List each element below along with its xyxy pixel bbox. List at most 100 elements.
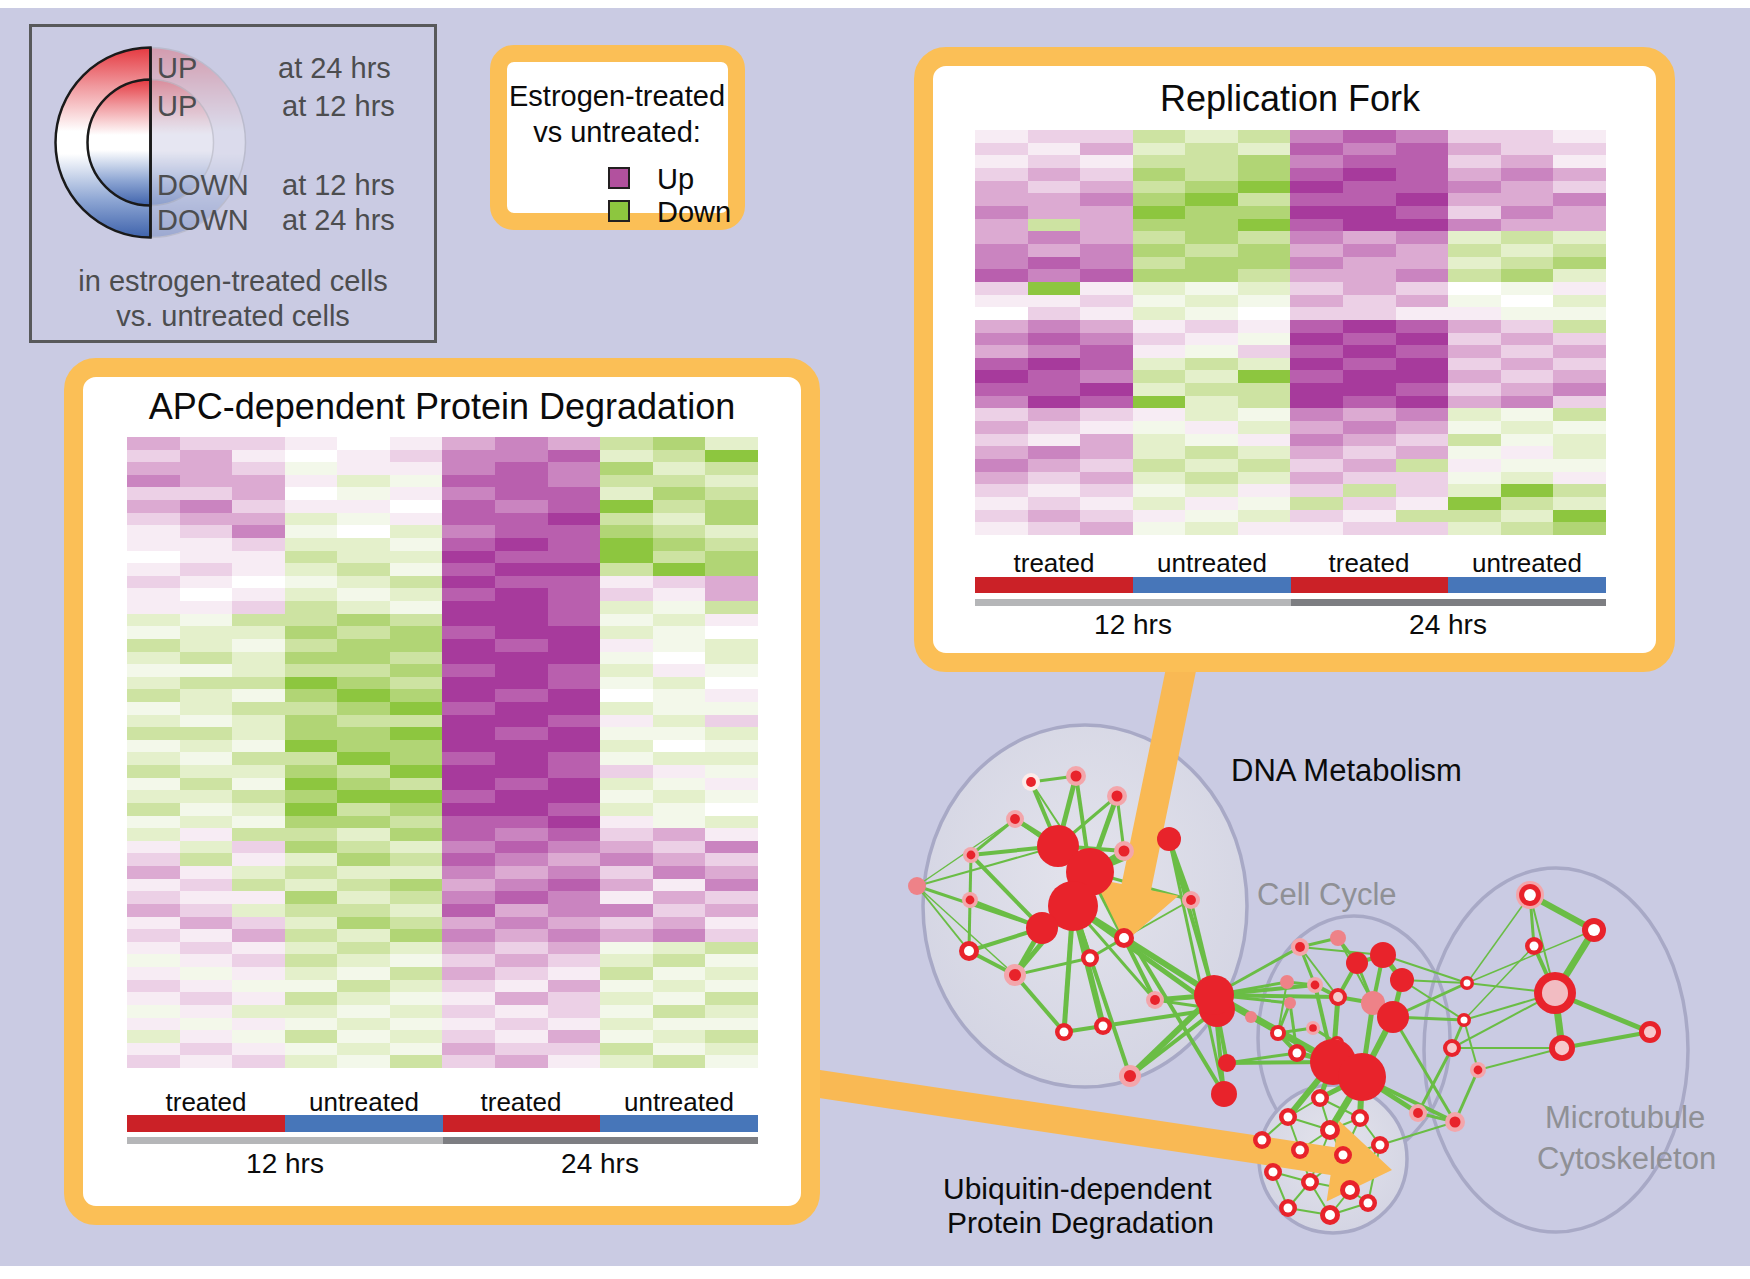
heatmap-cell (337, 437, 390, 450)
heatmap-cell (1290, 358, 1343, 371)
heatmap-cell (495, 954, 548, 967)
heatmap-cell (653, 803, 706, 816)
heatmap-cell (337, 500, 390, 513)
heatmap-cell (653, 551, 706, 564)
heatmap-cell (1553, 244, 1606, 257)
heatmap-cell (180, 980, 233, 993)
heatmap-cell (705, 576, 758, 589)
apc-untreated-bar-2 (600, 1115, 758, 1132)
heatmap-cell (705, 450, 758, 463)
heatmap-cell (1448, 257, 1501, 270)
heatmap-cell (975, 181, 1028, 194)
heatmap-cell (600, 891, 653, 904)
heatmap-cell (600, 853, 653, 866)
heatmap-cell (390, 917, 443, 930)
heatmap-cell (180, 664, 233, 677)
heatmap-cell (127, 1018, 180, 1031)
heatmap-cell (337, 816, 390, 829)
heatmap-cell (1290, 244, 1343, 257)
heatmap-cell (1133, 320, 1186, 333)
heatmap-cell (1448, 383, 1501, 396)
heatmap-cell (1448, 345, 1501, 358)
heatmap-cell (600, 576, 653, 589)
heatmap-cell (1501, 434, 1554, 447)
heatmap-cell (232, 917, 285, 930)
heatmap-cell (705, 588, 758, 601)
heatmap-cell (232, 513, 285, 526)
heatmap-cell (127, 551, 180, 564)
heatmap-cell (548, 538, 601, 551)
network-node (1284, 1204, 1293, 1213)
network-node (1346, 952, 1368, 974)
heatmap-cell (975, 510, 1028, 523)
apc-group-label-3: treated (441, 1087, 601, 1118)
rf-24hrs-label: 24 hrs (1348, 609, 1548, 641)
heatmap-cell (285, 727, 338, 740)
apc-treated-bar-2 (443, 1115, 601, 1132)
heatmap-cell (548, 450, 601, 463)
heatmap-cell (548, 816, 601, 829)
heatmap-cell (127, 626, 180, 639)
heatmap-cell (1080, 446, 1133, 459)
heatmap-cell (705, 626, 758, 639)
heatmap-cell (495, 879, 548, 892)
heatmap-cell (180, 652, 233, 665)
heatmap-cell (442, 752, 495, 765)
heatmap-cell (1028, 231, 1081, 244)
heatmap-cell (285, 576, 338, 589)
heatmap-cell (442, 462, 495, 475)
heatmap-cell (442, 1018, 495, 1031)
heatmap-cell (1343, 421, 1396, 434)
heatmap-cell (548, 525, 601, 538)
apc-group-label-1: treated (126, 1087, 286, 1118)
heatmap-cell (180, 513, 233, 526)
heatmap-cell (600, 614, 653, 627)
heatmap-cell (1553, 383, 1606, 396)
heatmap-cell (1133, 396, 1186, 409)
network-node (1311, 981, 1320, 990)
heatmap-cell (285, 816, 338, 829)
apc-title: APC-dependent Protein Degradation (142, 386, 742, 428)
heatmap-cell (337, 450, 390, 463)
heatmap-cell (285, 803, 338, 816)
network-node (1026, 912, 1058, 944)
heatmap-cell (705, 437, 758, 450)
heatmap-cell (1448, 408, 1501, 421)
heatmap-cell (1448, 219, 1501, 232)
heatmap-cell (442, 967, 495, 980)
heatmap-cell (1448, 244, 1501, 257)
heatmap-cell (495, 967, 548, 980)
heatmap-cell (548, 437, 601, 450)
heatmap-cell (127, 664, 180, 677)
heatmap-cell (1553, 320, 1606, 333)
heatmap-cell (337, 929, 390, 942)
heatmap-cell (600, 866, 653, 879)
heatmap-cell (285, 765, 338, 778)
heatmap-cell (390, 525, 443, 538)
heatmap-cell (1396, 408, 1449, 421)
heatmap-cell (705, 1018, 758, 1031)
heatmap-cell (285, 942, 338, 955)
heatmap-cell (975, 307, 1028, 320)
heatmap-cell (600, 689, 653, 702)
heatmap-cell (548, 1055, 601, 1068)
heatmap-cell (1501, 396, 1554, 409)
heatmap-cell (442, 816, 495, 829)
heatmap-cell (600, 917, 653, 930)
network-node (1306, 1178, 1315, 1187)
heatmap-cell (548, 929, 601, 942)
heatmap-cell (1448, 370, 1501, 383)
heatmap-cell (548, 563, 601, 576)
heatmap-cell (1238, 181, 1291, 194)
heatmap-cell (337, 917, 390, 930)
heatmap-cell (337, 828, 390, 841)
heatmap-cell (337, 853, 390, 866)
heatmap-cell (1501, 345, 1554, 358)
heatmap-cell (600, 588, 653, 601)
heatmap-cell (548, 1018, 601, 1031)
heatmap-cell (1185, 282, 1238, 295)
heatmap-cell (653, 500, 706, 513)
heatmap-cell (1501, 295, 1554, 308)
heatmap-cell (1448, 295, 1501, 308)
heatmap-cell (127, 689, 180, 702)
